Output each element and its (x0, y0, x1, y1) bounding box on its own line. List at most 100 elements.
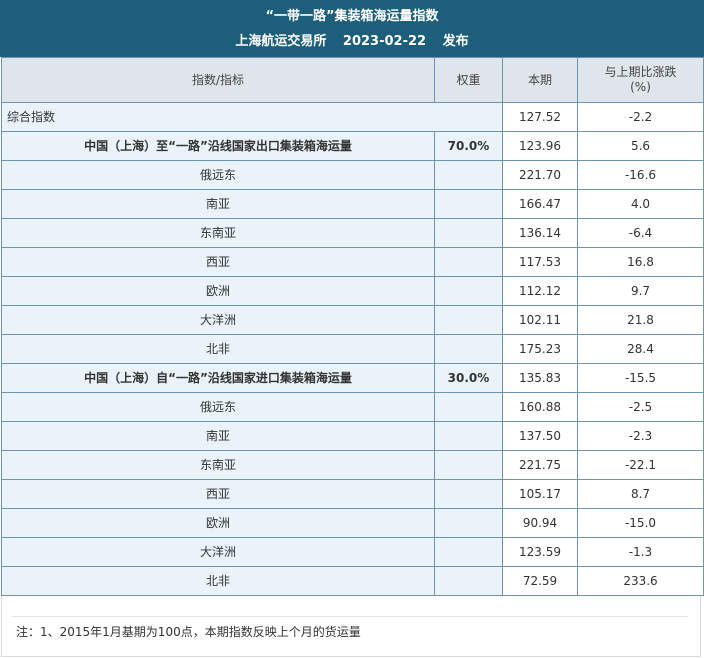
row-current: 160.88 (502, 392, 578, 422)
row-weight (434, 508, 503, 538)
table-row: 俄远东 160.88 -2.5 (1, 392, 704, 422)
row-weight (434, 392, 503, 422)
column-header-change: 与上期比涨跌 (%) (577, 57, 704, 103)
row-current: 90.94 (502, 508, 578, 538)
row-weight (434, 276, 503, 306)
row-change: 21.8 (577, 305, 704, 335)
row-weight (434, 334, 503, 364)
publisher: 上海航运交易所 (235, 34, 327, 49)
table-row: 西亚 105.17 8.7 (1, 479, 704, 509)
row-change: 16.8 (577, 247, 704, 277)
row-weight: 70.0% (434, 131, 503, 161)
row-current: 221.75 (502, 450, 578, 480)
row-name: 欧洲 (1, 276, 435, 306)
row-change: -22.1 (577, 450, 704, 480)
row-name: 东南亚 (1, 218, 435, 248)
row-current: 166.47 (502, 189, 578, 219)
row-weight (434, 566, 503, 596)
table-row: 欧洲 112.12 9.7 (1, 276, 704, 306)
row-name: 北非 (1, 566, 435, 596)
table-header-banner: “一带一路”集装箱海运量指数 上海航运交易所 2023-02-22 发布 (0, 0, 704, 57)
row-current: 102.11 (502, 305, 578, 335)
row-change: 28.4 (577, 334, 704, 364)
row-weight (434, 102, 503, 132)
row-current: 135.83 (502, 363, 578, 393)
row-weight (434, 421, 503, 451)
table-row: 大洋洲 123.59 -1.3 (1, 537, 704, 567)
row-weight (434, 218, 503, 248)
table-row: 北非 72.59 233.6 (1, 566, 704, 596)
row-current: 123.96 (502, 131, 578, 161)
table-row: 俄远东 221.70 -16.6 (1, 160, 704, 190)
row-weight (434, 247, 503, 277)
row-change: 4.0 (577, 189, 704, 219)
row-current: 117.53 (502, 247, 578, 277)
column-header-row: 指数/指标 权重 本期 与上期比涨跌 (%) (1, 57, 704, 103)
row-name: 欧洲 (1, 508, 435, 538)
publish-info: 上海航运交易所 2023-02-22 发布 (0, 32, 704, 52)
publish-word: 发布 (442, 34, 469, 49)
row-name: 综合指数 (1, 102, 435, 132)
row-name: 西亚 (1, 247, 435, 277)
row-name: 北非 (1, 334, 435, 364)
table-row: 东南亚 136.14 -6.4 (1, 218, 704, 248)
row-weight: 30.0% (434, 363, 503, 393)
row-name: 俄远东 (1, 160, 435, 190)
row-change: 233.6 (577, 566, 704, 596)
index-table: 指数/指标 权重 本期 与上期比涨跌 (%) 综合指数 127.52 -2.2 … (1, 57, 704, 596)
row-change: -1.3 (577, 537, 704, 567)
row-current: 112.12 (502, 276, 578, 306)
row-change: 9.7 (577, 276, 704, 306)
row-name: 大洋洲 (1, 305, 435, 335)
row-name: 南亚 (1, 189, 435, 219)
row-current: 137.50 (502, 421, 578, 451)
note-section: 注：1、2015年1月基期为100点，本期指数反映上个月的货运量 (1, 596, 701, 657)
row-weight (434, 160, 503, 190)
note-divider (12, 616, 688, 617)
row-current: 136.14 (502, 218, 578, 248)
column-header-name: 指数/指标 (1, 57, 435, 103)
row-weight (434, 305, 503, 335)
table-row: 南亚 166.47 4.0 (1, 189, 704, 219)
row-change: -2.2 (577, 102, 704, 132)
table-row: 大洋洲 102.11 21.8 (1, 305, 704, 335)
row-name: 南亚 (1, 421, 435, 451)
column-header-change-label: 与上期比涨跌 (604, 65, 677, 79)
column-header-change-unit: (%) (630, 80, 651, 94)
row-current: 221.70 (502, 160, 578, 190)
row-change: -6.4 (577, 218, 704, 248)
table-row: 北非 175.23 28.4 (1, 334, 704, 364)
row-weight (434, 537, 503, 567)
import-group-row: 中国（上海）自“一路”沿线国家进口集装箱海运量 30.0% 135.83 -15… (1, 363, 704, 393)
row-name: 俄远东 (1, 392, 435, 422)
table-row: 欧洲 90.94 -15.0 (1, 508, 704, 538)
column-header-weight: 权重 (434, 57, 503, 103)
row-name: 大洋洲 (1, 537, 435, 567)
row-change: -16.6 (577, 160, 704, 190)
row-name: 中国（上海）至“一路”沿线国家出口集装箱海运量 (1, 131, 435, 161)
row-current: 105.17 (502, 479, 578, 509)
row-change: -15.5 (577, 363, 704, 393)
page-title: “一带一路”集装箱海运量指数 (265, 9, 439, 24)
composite-row: 综合指数 127.52 -2.2 (1, 102, 704, 132)
publish-date: 2023-02-22 (342, 34, 427, 49)
row-change: -2.5 (577, 392, 704, 422)
row-change: -15.0 (577, 508, 704, 538)
row-name: 西亚 (1, 479, 435, 509)
row-current: 123.59 (502, 537, 578, 567)
table-row: 南亚 137.50 -2.3 (1, 421, 704, 451)
row-name: 东南亚 (1, 450, 435, 480)
row-change: 5.6 (577, 131, 704, 161)
table-row: 西亚 117.53 16.8 (1, 247, 704, 277)
row-change: -2.3 (577, 421, 704, 451)
column-header-current: 本期 (502, 57, 578, 103)
footnote: 注：1、2015年1月基期为100点，本期指数反映上个月的货运量 (16, 625, 361, 639)
row-weight (434, 189, 503, 219)
row-current: 175.23 (502, 334, 578, 364)
row-name: 中国（上海）自“一路”沿线国家进口集装箱海运量 (1, 363, 435, 393)
row-weight (434, 479, 503, 509)
export-group-row: 中国（上海）至“一路”沿线国家出口集装箱海运量 70.0% 123.96 5.6 (1, 131, 704, 161)
row-change: 8.7 (577, 479, 704, 509)
row-weight (434, 450, 503, 480)
